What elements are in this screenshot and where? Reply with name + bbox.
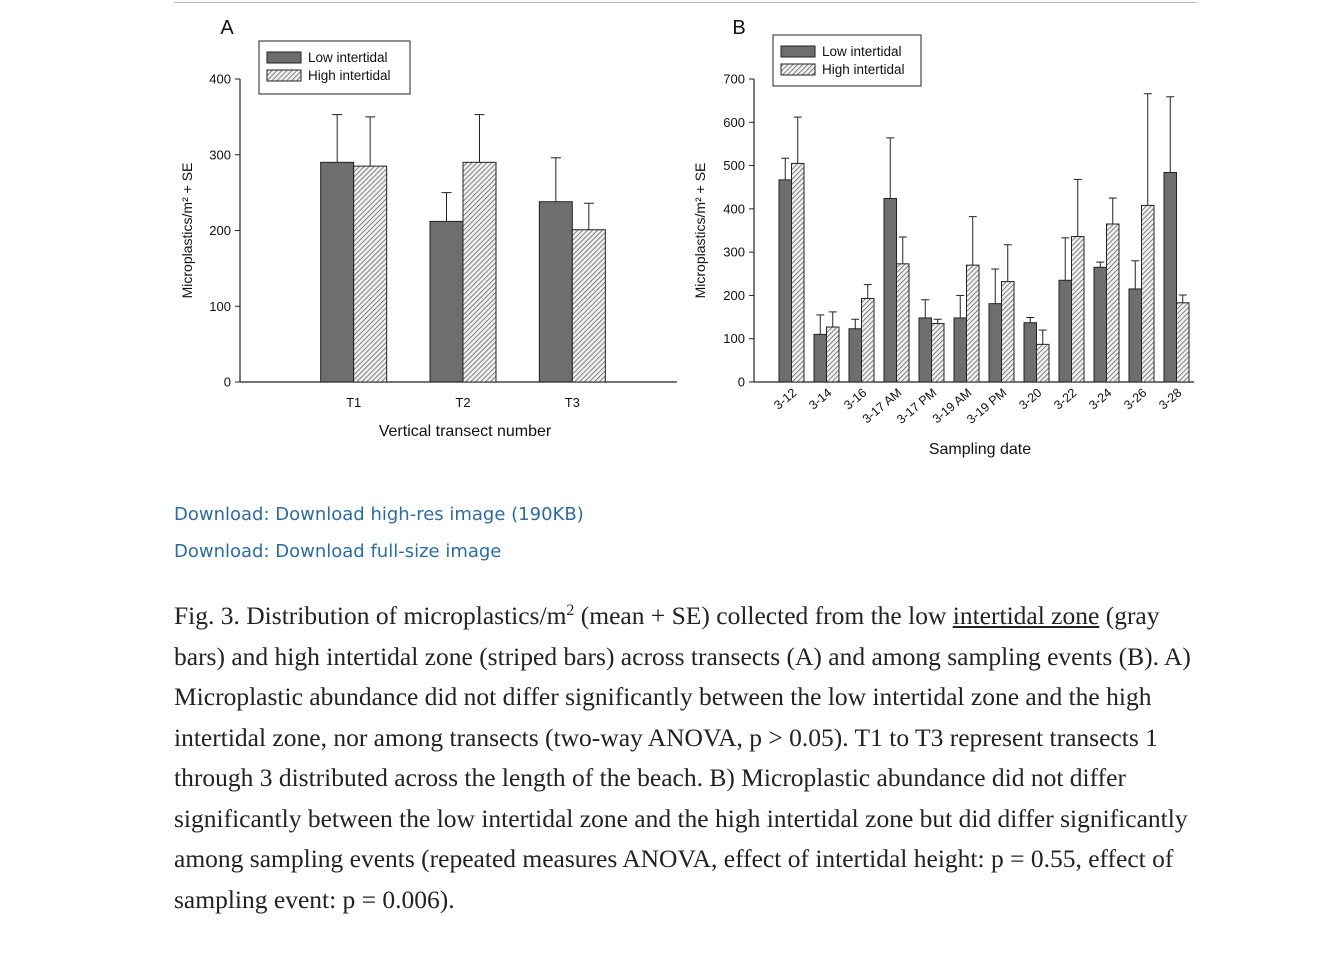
panel-a-y-tick-label: 400 (209, 72, 231, 87)
panel-a-x-axis-title: Vertical transect number (379, 423, 552, 440)
panel-b-y-tick-label: 300 (723, 245, 745, 260)
panel-a-bar-low (429, 220, 464, 383)
panel-a-label: A (220, 17, 234, 39)
panel-b-bar-high (1141, 204, 1155, 383)
panel-a-chart: A 0 100 200 300 400 Microplastics/m² + SE T1 T2 T… (179, 17, 677, 440)
panel-a-bar-low (320, 161, 355, 383)
panel-b-y-tick-label: 400 (723, 201, 745, 216)
panel-b-bar-low (1093, 266, 1107, 383)
caption-superscript: 2 (566, 602, 575, 619)
panel-b-y-tick-label: 0 (738, 375, 745, 390)
panel-b-bar-low (988, 303, 1002, 383)
panel-b-bar-high (1106, 223, 1120, 383)
panel-a-x-tick-label: T1 (346, 395, 361, 410)
panel-b-bar-low (918, 317, 932, 383)
panel-a-x-tick-label: T3 (565, 395, 580, 410)
panel-a-y-tick-label: 200 (209, 223, 231, 238)
panel-b-bar-low (883, 197, 897, 383)
panel-b-bar-high (791, 162, 805, 383)
panel-a-y-tick-label: 100 (209, 299, 231, 314)
top-divider (174, 2, 1196, 3)
panel-b-bar-low (1163, 171, 1177, 383)
panel-b-legend-label-high: High intertidal (822, 62, 905, 77)
panel-b-chart: B 0 100 200 300 400 500 600 700 Microplastics/m² … (692, 17, 1194, 458)
panel-b-bar-high (896, 263, 910, 383)
caption-text-3: (gray bars) and high intertidal zone (st… (174, 601, 1191, 914)
panel-b-label: B (732, 17, 745, 39)
panel-b-bar-low (953, 317, 967, 383)
panel-a-legend-label-low: Low intertidal (308, 50, 388, 65)
panel-b-legend-swatch-high (780, 63, 816, 76)
panel-b-x-tick-label: 3-22 (1051, 386, 1079, 413)
panel-b-x-tick-label: 3-28 (1156, 386, 1184, 413)
panel-b-legend-label-low: Low intertidal (822, 44, 902, 59)
panel-a-bar-low (538, 201, 573, 383)
panel-b-legend-box (772, 34, 922, 87)
caption-text-2: (mean + SE) collected from the low (574, 601, 953, 630)
panel-a-legend-swatch-low (266, 51, 302, 64)
panel-a-y-tick-label: 300 (209, 147, 231, 162)
panel-a-x-tick-label: T2 (455, 395, 470, 410)
panel-b-x-tick-label: 3-20 (1016, 386, 1044, 413)
panel-a-bar-high (353, 165, 388, 383)
panel-a-y-tick-label: 0 (224, 375, 231, 390)
panel-b-x-tick-label: 3-14 (806, 386, 834, 413)
panel-b-x-tick-label: 3-16 (841, 386, 869, 413)
download-full-size-link[interactable]: Download: Download full-size image (174, 541, 502, 562)
caption-text-1: Fig. 3. Distribution of microplastics/m (174, 601, 567, 630)
panel-b-bar-high (861, 297, 875, 383)
panel-b-x-tick-label: 3-26 (1121, 386, 1149, 413)
panel-b-bar-high (1036, 343, 1050, 383)
panel-b-x-tick-label: 3-17 PM (894, 386, 939, 427)
panel-b-x-tick-label: 3-19 PM (964, 386, 1009, 427)
figure-3[interactable]: A 0 100 200 300 400 Microplastics/m² + SE T1 T2 T… (150, 4, 1210, 474)
download-high-res-link[interactable]: Download: Download high-res image (190KB… (174, 504, 584, 525)
panel-b-bar-high (1176, 302, 1190, 383)
panel-b-x-tick-label: 3-12 (771, 386, 799, 413)
panel-b-bar-low (778, 179, 792, 383)
panel-a-y-axis-title: Microplastics/m² + SE (179, 163, 195, 299)
panel-b-y-tick-label: 200 (723, 288, 745, 303)
panel-b-legend-swatch-low (780, 45, 816, 58)
panel-b-bar-high (966, 264, 980, 383)
panel-a-legend-box (258, 40, 411, 95)
panel-b-bar-low (848, 328, 862, 383)
panel-b-x-axis-title: Sampling date (929, 441, 1031, 458)
panel-b-y-axis-title: Microplastics/m² + SE (692, 163, 708, 299)
panel-b-bar-high (1071, 236, 1085, 383)
panel-a-legend-label-high: High intertidal (308, 68, 391, 83)
panel-b-bar-low (1058, 279, 1072, 383)
panel-b-bar-high (931, 323, 945, 383)
panel-b-bar-low (1128, 288, 1142, 383)
panel-a-bar-high (462, 161, 497, 383)
panel-b-y-tick-label: 700 (723, 72, 745, 87)
panel-b-x-tick-label: 3-24 (1086, 386, 1114, 413)
panel-a-legend-swatch-high (266, 69, 302, 82)
panel-b-y-tick-label: 500 (723, 158, 745, 173)
panel-b-bar-high (826, 326, 840, 383)
panel-b-bar-high (1001, 281, 1015, 383)
panel-b-bar-low (1023, 322, 1037, 383)
panel-a-bar-high (571, 229, 606, 383)
panel-b-bar-low (813, 333, 827, 383)
panel-b-y-tick-label: 100 (723, 331, 745, 346)
intertidal-zone-link[interactable]: intertidal zone (952, 601, 1100, 630)
figure-caption: Fig. 3. Distribution of microplastics/m2… (174, 596, 1204, 920)
panel-b-y-tick-label: 600 (723, 115, 745, 130)
